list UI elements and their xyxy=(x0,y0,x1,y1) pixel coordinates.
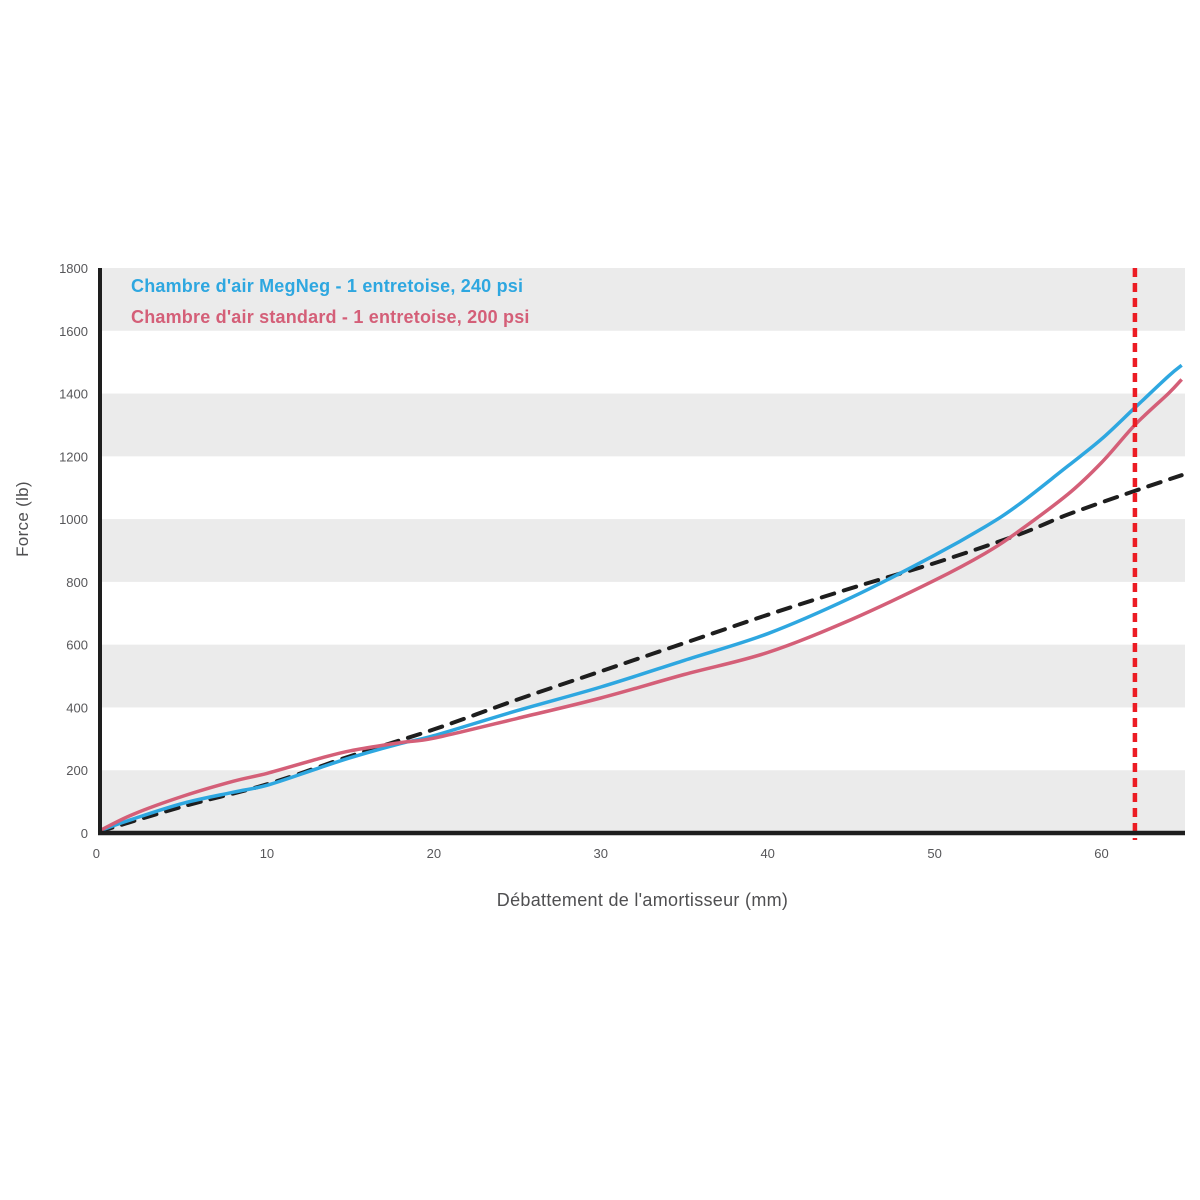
band-row xyxy=(100,644,1185,708)
x-tick-label: 60 xyxy=(1094,846,1108,861)
x-tick-label: 10 xyxy=(260,846,274,861)
y-tick-label: 0 xyxy=(81,826,88,841)
x-axis-title: Débattement de l'amortisseur (mm) xyxy=(496,890,789,910)
band-row xyxy=(100,393,1185,457)
x-tick-label: 40 xyxy=(760,846,774,861)
y-tick-label: 1600 xyxy=(59,324,88,339)
y-tick-label: 600 xyxy=(66,638,88,653)
y-tick-label: 1800 xyxy=(59,261,88,276)
y-tick-label: 800 xyxy=(66,575,88,590)
x-tick-label: 0 xyxy=(93,846,100,861)
x-tick-label: 50 xyxy=(927,846,941,861)
legend-item-standard: Chambre d'air standard - 1 entretoise, 2… xyxy=(131,307,530,327)
band-row xyxy=(100,519,1185,582)
curve-megneg xyxy=(99,363,1183,833)
y-tick-label: 1000 xyxy=(59,512,88,527)
y-tick-label: 200 xyxy=(66,763,88,778)
band-row xyxy=(100,268,1185,331)
y-tick-label: 1400 xyxy=(59,387,88,402)
x-tick-label: 30 xyxy=(594,846,608,861)
band-row xyxy=(100,770,1185,833)
y-axis-title: Force (lb) xyxy=(13,481,32,557)
curve-standard xyxy=(99,378,1183,833)
y-tick-label: 1200 xyxy=(59,449,88,464)
legend-item-megneg: Chambre d'air MegNeg - 1 entretoise, 240… xyxy=(131,276,524,296)
x-tick-label: 20 xyxy=(427,846,441,861)
legend: Chambre d'air MegNeg - 1 entretoise, 240… xyxy=(131,271,530,333)
y-tick-label: 400 xyxy=(66,700,88,715)
